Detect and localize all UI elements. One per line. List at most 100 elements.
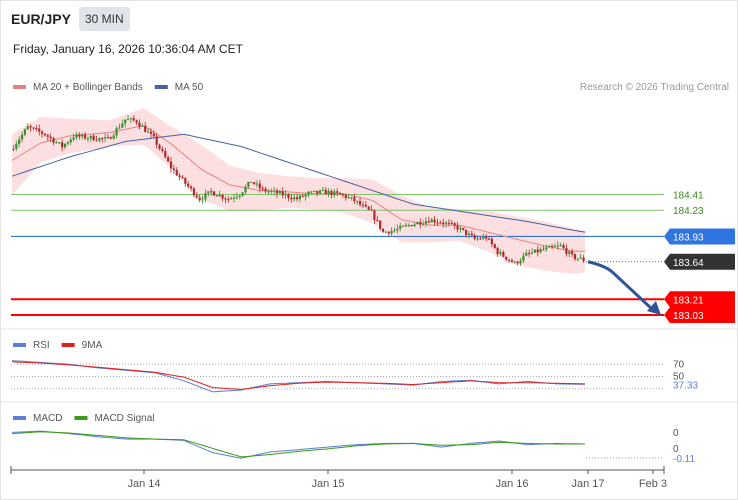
- candle: [152, 133, 155, 137]
- candle: [487, 238, 491, 240]
- candle: [18, 139, 21, 144]
- interval-badge[interactable]: 30 MIN: [79, 7, 130, 31]
- candle: [482, 236, 485, 239]
- candle: [258, 183, 261, 189]
- candle: [422, 223, 425, 225]
- candle: [433, 219, 436, 223]
- legend-label: RSI: [33, 340, 50, 351]
- candle: [89, 135, 92, 139]
- symbol-title: EUR/JPY: [11, 11, 71, 27]
- candle: [436, 222, 439, 224]
- candle: [232, 197, 236, 199]
- candle: [399, 225, 402, 229]
- legend-label: MA 50: [175, 82, 204, 93]
- candle: [273, 190, 276, 192]
- last-price-label: 183.64: [673, 258, 704, 269]
- candle: [92, 135, 95, 141]
- candle: [465, 229, 468, 235]
- macd-line: [11, 430, 586, 459]
- candle: [284, 194, 287, 196]
- candle: [275, 190, 279, 194]
- candle: [149, 131, 153, 134]
- legend-swatch: [74, 416, 88, 420]
- candle: [281, 191, 284, 196]
- rsi-tick: 70: [673, 359, 685, 370]
- legend-swatch: [13, 85, 26, 89]
- candle: [307, 191, 310, 195]
- rsi-line: [11, 360, 586, 393]
- forecast-arrow: [587, 260, 654, 311]
- candle: [341, 194, 345, 196]
- candle: [404, 225, 408, 227]
- candle: [356, 201, 359, 203]
- candle: [175, 169, 178, 176]
- legend-label: 9MA: [82, 340, 103, 351]
- candle: [169, 161, 173, 169]
- candle: [218, 194, 221, 197]
- forecast-arrowhead: [647, 301, 661, 316]
- legend-label: MA 20 + Bollinger Bands: [33, 82, 143, 93]
- candle: [462, 227, 465, 230]
- candle: [301, 195, 304, 197]
- candle: [330, 190, 333, 196]
- level-label: 184.41: [673, 191, 704, 202]
- candle: [290, 197, 293, 200]
- candle: [95, 140, 98, 142]
- candle: [361, 204, 365, 206]
- candle: [250, 181, 253, 183]
- candle: [55, 142, 58, 144]
- candle: [141, 125, 144, 127]
- x-tick-label: Jan 15: [311, 478, 344, 490]
- candle: [367, 206, 370, 210]
- candle: [210, 191, 213, 193]
- candle: [427, 221, 430, 223]
- candle: [542, 249, 545, 251]
- candle: [52, 138, 55, 143]
- candle: [344, 194, 347, 199]
- candle: [384, 231, 387, 233]
- candle: [187, 183, 190, 187]
- candle: [192, 188, 196, 196]
- candle: [516, 261, 519, 264]
- candle: [83, 134, 87, 139]
- candle: [350, 197, 353, 199]
- candle: [184, 177, 187, 184]
- candle: [507, 259, 511, 261]
- candle: [38, 128, 41, 132]
- candle: [556, 245, 559, 247]
- candle: [370, 209, 373, 211]
- candle: [396, 228, 399, 231]
- candle: [101, 137, 104, 139]
- price-panel: 184.41 184.23 183.93 183.21 183.03 183.64 Rese…: [0, 82, 737, 330]
- candle: [407, 224, 410, 226]
- level-tag: [664, 307, 735, 324]
- candle: [467, 233, 471, 235]
- candle: [201, 199, 204, 201]
- candle: [23, 129, 26, 135]
- candle: [215, 195, 218, 197]
- candle: [238, 195, 241, 197]
- candle: [261, 188, 264, 190]
- legend-label: MACD: [33, 413, 62, 424]
- candle: [439, 222, 442, 224]
- candle: [158, 144, 161, 149]
- candle: [324, 189, 327, 194]
- candle: [132, 118, 135, 121]
- candle: [573, 254, 577, 259]
- legend-swatch: [13, 343, 26, 347]
- legend-swatch: [13, 416, 26, 420]
- level-label: 183.21: [673, 295, 704, 306]
- candle: [241, 192, 244, 196]
- candle: [410, 224, 413, 227]
- candle: [582, 257, 585, 262]
- candle: [505, 256, 508, 260]
- candle: [26, 126, 29, 130]
- candle: [69, 139, 72, 143]
- candle: [270, 191, 273, 193]
- last-price-tag: [664, 253, 735, 270]
- candle: [525, 252, 528, 256]
- candle: [121, 123, 124, 128]
- candle: [155, 136, 158, 145]
- legend-swatch: [154, 85, 168, 89]
